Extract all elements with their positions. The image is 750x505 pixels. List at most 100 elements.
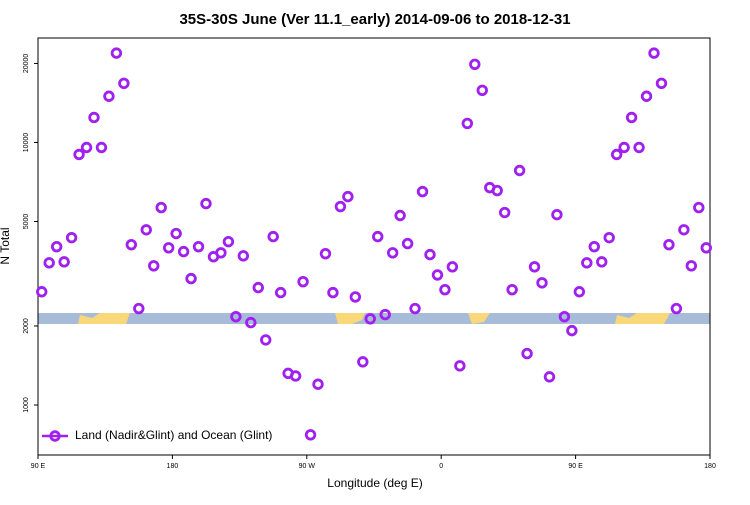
data-point [409, 302, 421, 315]
data-point [357, 356, 369, 368]
x-tick-label: 180 [167, 463, 179, 470]
data-point [566, 324, 578, 337]
data-point [543, 371, 556, 383]
data-point [118, 77, 130, 90]
data-point [95, 141, 108, 154]
data-point [685, 260, 698, 272]
data-point [670, 302, 683, 315]
data-point [260, 334, 272, 346]
data-point [319, 247, 332, 260]
data-point [521, 347, 533, 360]
data-point [58, 256, 70, 268]
y-tick-label: 10000 [23, 133, 30, 153]
data-point [80, 141, 93, 154]
chart-title: 35S-30S June (Ver 11.1_early) 2014-09-06… [179, 11, 570, 28]
data-point [274, 286, 287, 299]
land-shape [335, 313, 365, 324]
data-point [133, 302, 145, 315]
data-point [513, 164, 526, 177]
legend-marker [49, 430, 61, 442]
data-point [633, 141, 645, 154]
data-point [222, 235, 235, 248]
plot-frame [37, 37, 711, 456]
data-point [349, 291, 362, 303]
data-point [148, 260, 160, 272]
data-point [625, 111, 638, 124]
data-point [327, 286, 339, 299]
data-point [610, 148, 623, 161]
x-tick-label: 0 [439, 463, 443, 470]
data-point [469, 58, 481, 71]
data-point [663, 238, 675, 251]
data-point [603, 231, 615, 244]
data-point [50, 240, 63, 253]
data-point [379, 308, 391, 321]
y-axis-label: N Total [0, 227, 12, 264]
data-point [491, 184, 503, 197]
data-point [372, 230, 384, 243]
data-point [618, 141, 630, 154]
data-point [528, 261, 541, 273]
x-tick-label: 90 E [568, 463, 583, 470]
data-point [454, 360, 466, 372]
data-point [588, 240, 600, 253]
data-point [162, 242, 175, 254]
y-tick-label: 2000 [23, 318, 30, 334]
data-point [125, 238, 138, 251]
data-point [581, 257, 593, 269]
y-tick-label: 20000 [23, 54, 30, 74]
data-point [36, 286, 48, 298]
data-point [573, 286, 586, 298]
x-tick-label: 180 [704, 463, 716, 470]
data-point [536, 277, 548, 289]
land-shape [615, 313, 670, 324]
data-point [43, 257, 55, 269]
data-point [640, 90, 653, 102]
data-point [476, 84, 488, 97]
data-point [185, 272, 197, 285]
data-point [431, 269, 444, 281]
data-point [394, 209, 406, 222]
data-point [140, 224, 152, 236]
data-point [678, 224, 690, 236]
data-point [245, 316, 257, 329]
data-point [386, 247, 399, 259]
data-point [648, 47, 660, 59]
data-point [170, 227, 182, 240]
data-point [289, 370, 302, 382]
data-point [110, 47, 123, 59]
data-point [342, 190, 354, 203]
data-point [364, 313, 376, 325]
data-point [506, 283, 518, 296]
data-point [446, 261, 459, 273]
data-point [312, 378, 324, 390]
data-point [700, 242, 712, 254]
data-point [230, 310, 242, 323]
y-tick-label: 1000 [23, 397, 30, 413]
data-point [439, 283, 451, 296]
data-point [304, 429, 317, 441]
data-point [498, 206, 511, 219]
data-point [155, 201, 167, 214]
data-point [237, 250, 250, 262]
data-point [596, 256, 608, 268]
data-point [655, 77, 668, 90]
data-point [424, 248, 436, 261]
data-point [297, 275, 309, 288]
data-point [252, 281, 264, 294]
x-axis-label: Longitude (deg E) [327, 476, 422, 490]
data-point [215, 247, 227, 259]
data-point [461, 117, 474, 130]
data-point [558, 310, 571, 323]
data-point [177, 245, 190, 258]
data-point [192, 240, 205, 253]
data-point [65, 231, 78, 244]
data-point [334, 200, 347, 213]
data-point [73, 148, 85, 161]
data-point [693, 201, 705, 214]
data-point [267, 230, 279, 243]
data-point [551, 208, 563, 221]
y-tick-label: 5000 [23, 214, 30, 230]
land-shape [468, 313, 490, 324]
data-point [88, 111, 100, 124]
